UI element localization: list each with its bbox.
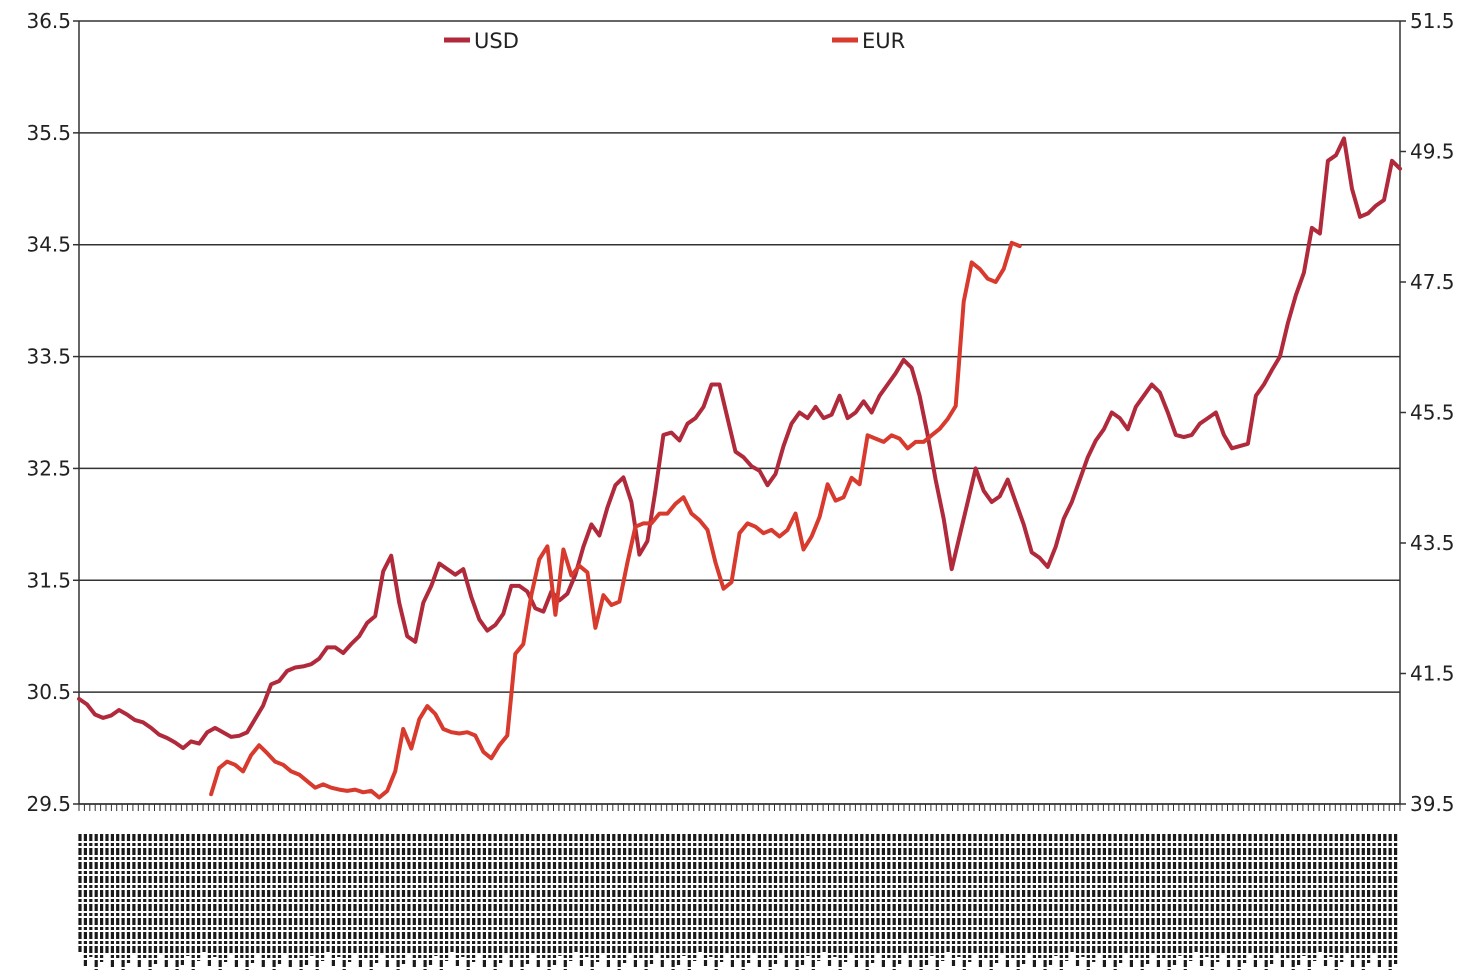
gridlines (79, 20, 1400, 805)
plot-background (79, 21, 1400, 804)
legend-label-usd: USD (474, 29, 519, 53)
series-layer (77, 136, 1402, 800)
legend: USD EUR (444, 29, 905, 53)
y-right-tick-label: 49.5 (1410, 140, 1455, 164)
y-right-tick-label: 39.5 (1410, 792, 1455, 816)
y-left-tick-label: 35.5 (26, 121, 71, 145)
y-right-tick-label: 51.5 (1410, 9, 1455, 33)
x-axis-date-labels (78, 834, 1398, 970)
y-left-tick-label: 36.5 (26, 9, 71, 33)
series-line-eur (209, 240, 1022, 800)
y-left-tick-label: 34.5 (26, 233, 71, 257)
y-left-tick-label: 33.5 (26, 345, 71, 369)
y-left-tick-label: 30.5 (26, 680, 71, 704)
x-tick-marks (78, 804, 1401, 811)
x-axis-ticks (78, 804, 1401, 811)
legend-label-eur: EUR (862, 29, 905, 53)
y-axis-left-ticks: 29.5 30.5 31.5 32.5 33.5 34.5 35.5 36.5 (26, 9, 79, 816)
y-left-tick-label: 29.5 (26, 792, 71, 816)
y-right-tick-label: 45.5 (1410, 401, 1455, 425)
y-axis-right-ticks: 39.5 41.5 43.5 45.5 47.5 49.5 51.5 (1400, 9, 1455, 816)
y-left-tick-label: 32.5 (26, 456, 71, 480)
y-left-tick-label: 31.5 (26, 568, 71, 592)
x-date-labels-mass (78, 834, 1398, 970)
y-right-tick-label: 47.5 (1410, 270, 1455, 294)
y-right-tick-label: 41.5 (1410, 662, 1455, 686)
y-right-tick-label: 43.5 (1410, 531, 1455, 555)
series-line-usd (77, 136, 1402, 751)
